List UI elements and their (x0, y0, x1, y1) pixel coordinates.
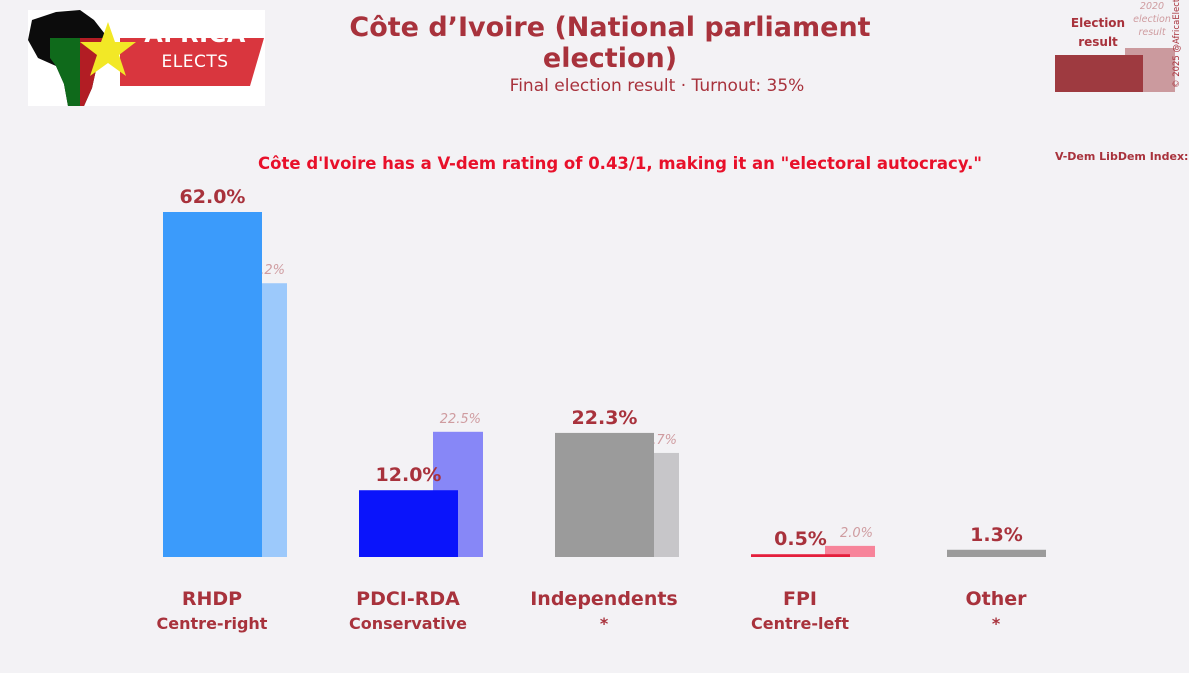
data-label-current-3: 0.5% (774, 528, 827, 550)
vdem-note: Côte d'Ivoire has a V-dem rating of 0.43… (258, 154, 982, 173)
category-sublabel-2: * (600, 614, 609, 633)
category-label-3: FPI (783, 588, 817, 610)
category-label-4: Other (965, 588, 1027, 610)
category-sublabel-0: Centre-right (157, 614, 268, 633)
data-label-previous-1: 22.5% (440, 412, 481, 427)
legend-previous-label: 2020 election result (1133, 1, 1171, 38)
page-title: Côte d’Ivoire (National parliament elect… (349, 12, 871, 74)
logo-subtitle: ELECTS (161, 52, 229, 72)
category-sublabel-3: Centre-left (751, 614, 849, 633)
africa-map-icon (28, 10, 264, 106)
page-subtitle: Final election result · Turnout: 35% (509, 76, 805, 96)
legend-current-swatch (1055, 55, 1143, 92)
category-label-1: PDCI-RDA (356, 588, 460, 610)
data-label-previous-3: 2.0% (840, 526, 873, 541)
vdem-index: V-Dem LibDem Index: 0.43 (1055, 150, 1189, 163)
logo-title: AFRICA (144, 20, 246, 48)
data-label-current-1: 12.0% (376, 464, 442, 486)
data-label-current-2: 22.3% (572, 407, 638, 429)
category-sublabel-1: Conservative (349, 614, 467, 633)
legend-current-label: Election result (1070, 16, 1126, 49)
bar-current-3 (751, 554, 850, 557)
bar-previous-0 (262, 283, 287, 557)
bar-current-2 (555, 432, 654, 557)
category-label-2: Independents (530, 588, 678, 610)
data-label-current-0: 62.0% (180, 186, 246, 208)
category-sublabel-4: * (992, 614, 1001, 633)
category-label-0: RHDP (182, 588, 242, 610)
bar-current-1 (359, 490, 458, 557)
bar-previous-2 (654, 452, 679, 557)
bar-previous-3 (825, 545, 875, 557)
bar-current-4 (947, 549, 1046, 557)
data-label-current-4: 1.3% (970, 524, 1023, 546)
bar-current-0 (163, 212, 262, 557)
africa-elects-logo: AFRICA ELECTS (28, 10, 265, 106)
